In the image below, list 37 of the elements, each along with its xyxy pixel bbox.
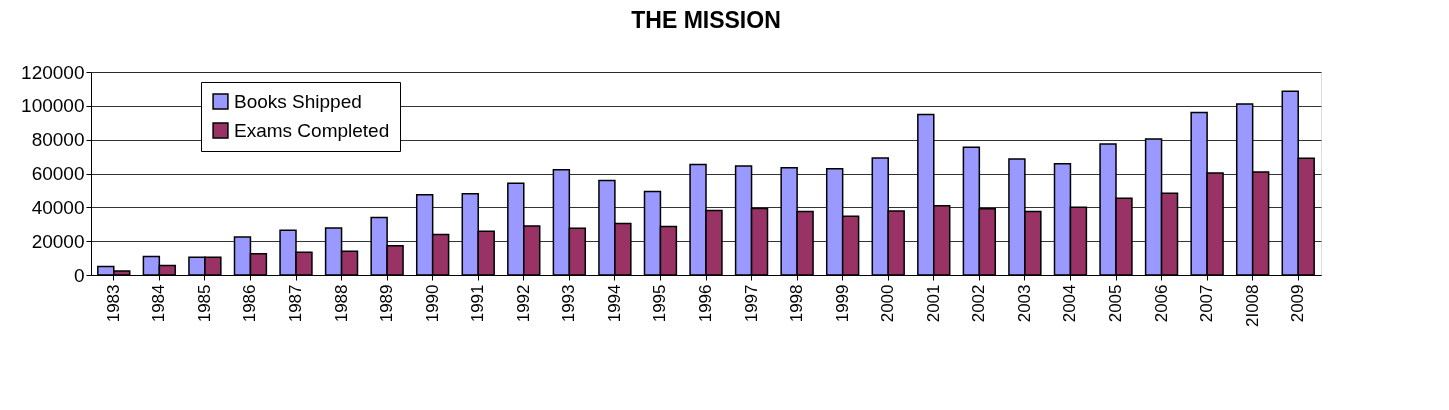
x-tick-label: 1991 — [468, 284, 488, 323]
y-tick-label: 60000 — [31, 163, 85, 184]
x-tick-label: 1999 — [832, 284, 852, 323]
y-tick-label: 20000 — [31, 230, 85, 252]
x-tick-label: 2002 — [969, 284, 989, 323]
y-tick-label: 100000 — [21, 95, 85, 117]
x-tick-label: 1996 — [696, 284, 715, 323]
x-tick-label: 2000 — [878, 284, 898, 323]
x-tick-label: 1987 — [286, 284, 305, 323]
x-tick-label: 1989 — [377, 284, 397, 323]
x-tick-label: 1992 — [513, 284, 533, 323]
x-tick-label: 2005 — [1106, 284, 1125, 323]
legend-label: Books Shipped — [234, 90, 362, 112]
x-tick-label: 1984 — [149, 284, 169, 323]
chart-title: THE MISSION — [631, 7, 781, 33]
x-tick-label: 1985 — [194, 284, 214, 323]
x-tick-label: 2007 — [1197, 284, 1217, 323]
x-tick-label: 1990 — [422, 284, 442, 323]
x-tick-label: 1993 — [559, 284, 579, 323]
x-tick-label: 2006 — [1151, 284, 1171, 323]
x-tick-label: 2003 — [1014, 284, 1034, 323]
x-tick-label: 2001 — [923, 284, 943, 323]
x-tick-label: 1994 — [604, 284, 624, 323]
legend-label: Exams Completed — [234, 119, 390, 141]
x-tick-label: 1983 — [103, 284, 123, 323]
x-tick-label: 2I008 — [1242, 284, 1262, 328]
x-tick-label: 2009 — [1288, 284, 1308, 323]
x-tick-label: 2004 — [1060, 284, 1080, 323]
x-tick-label: 1988 — [331, 284, 351, 323]
x-tick-label: 1986 — [240, 284, 260, 323]
x-tick-label: 1997 — [741, 284, 761, 323]
y-tick-label: 80000 — [31, 129, 85, 151]
y-tick-label: 120000 — [21, 61, 85, 83]
y-tick-label: 0 — [73, 264, 85, 286]
y-tick-label: 40000 — [31, 196, 85, 218]
x-tick-label: 1998 — [787, 284, 807, 323]
x-tick-label: 1995 — [650, 284, 670, 323]
